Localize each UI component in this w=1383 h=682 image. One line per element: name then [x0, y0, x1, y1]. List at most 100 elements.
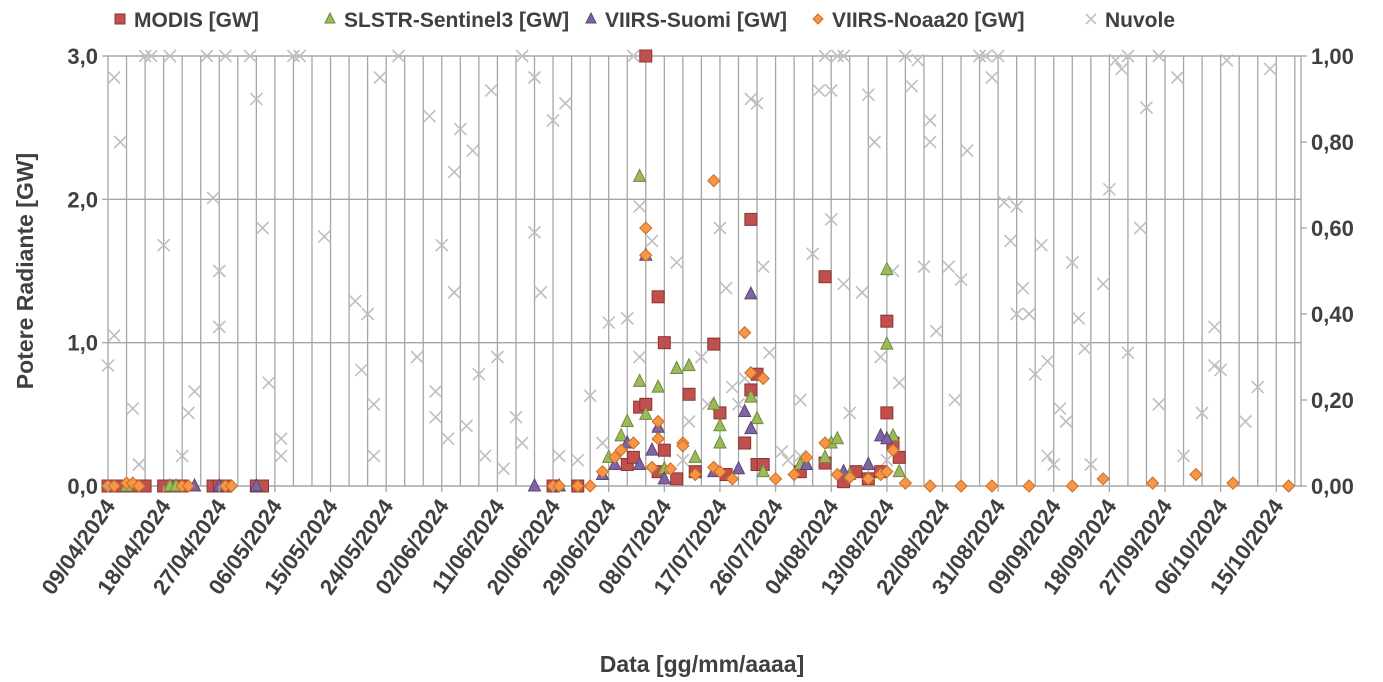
data-point-noaa20	[651, 414, 665, 429]
data-point-nuvole	[447, 285, 461, 300]
data-point-nuvole	[1121, 346, 1135, 360]
data-point-nuvole	[113, 135, 127, 149]
data-point-nuvole	[429, 384, 443, 398]
data-point-nuvole	[459, 419, 474, 433]
data-point-noaa20	[830, 467, 845, 482]
data-point-nuvole	[694, 350, 708, 364]
data-point-noaa20	[688, 467, 702, 482]
data-point-noaa20	[787, 467, 801, 482]
data-point-modis	[818, 270, 832, 284]
data-point-noaa20	[898, 476, 913, 490]
data-point-nuvole	[466, 144, 480, 158]
data-point-slstr	[638, 406, 653, 420]
data-point-nuvole	[262, 376, 276, 390]
data-point-noaa20	[639, 248, 653, 262]
data-point-nuvole	[583, 389, 597, 403]
data-point-nuvole	[923, 135, 937, 149]
data-point-noaa20	[1189, 467, 1203, 482]
data-point-noaa20	[737, 325, 752, 340]
data-point-nuvole	[132, 457, 146, 472]
data-point-noaa20	[861, 472, 876, 486]
data-point-nuvole	[781, 453, 795, 467]
data-point-nuvole	[837, 277, 851, 291]
data-point-nuvole	[218, 49, 233, 63]
grid	[108, 55, 1301, 487]
data-point-nuvole	[472, 367, 486, 381]
data-point-nuvole	[515, 436, 529, 450]
data-point-nuvole	[1022, 307, 1036, 321]
data-point-nuvole	[212, 320, 226, 334]
data-point-nuvole	[484, 83, 498, 97]
data-point-nuvole	[682, 414, 696, 429]
data-point-nuvole	[830, 49, 844, 63]
data-point-nuvole	[725, 380, 739, 394]
data-point-modis	[880, 314, 894, 328]
data-point-nuvole	[602, 316, 616, 330]
data-point-noaa20	[799, 450, 814, 465]
data-point-nuvole	[985, 70, 999, 85]
data-point-noaa20	[886, 443, 900, 457]
y-right-tick-label: 0,40	[1311, 302, 1354, 327]
data-point-nuvole	[391, 49, 406, 63]
data-point-nuvole	[843, 406, 857, 420]
data-point-nuvole	[527, 225, 542, 239]
data-point-nuvole	[719, 281, 733, 295]
data-point-nuvole	[1176, 449, 1191, 463]
data-point-nuvole	[515, 49, 529, 63]
data-point-suomi	[731, 460, 746, 475]
data-point-nuvole	[447, 165, 461, 179]
data-point-slstr	[614, 427, 628, 442]
data-point-modis	[639, 49, 653, 63]
data-point-slstr	[830, 430, 845, 445]
data-point-nuvole	[633, 350, 647, 364]
data-point-suomi	[249, 477, 264, 492]
data-point-noaa20	[181, 479, 196, 493]
data-point-slstr	[651, 378, 665, 393]
data-point-nuvole	[453, 122, 467, 136]
data-point-noaa20	[725, 472, 740, 486]
data-point-nuvole	[1040, 354, 1055, 368]
data-point-nuvole	[478, 449, 492, 463]
data-point-nuvole	[558, 96, 572, 110]
data-point-slstr	[713, 434, 727, 449]
data-point-nuvole	[1263, 62, 1277, 76]
data-point-nuvole	[1078, 341, 1092, 355]
data-point-nuvole	[905, 79, 919, 93]
data-point-nuvole	[670, 255, 684, 269]
data-point-suomi	[861, 456, 876, 470]
data-point-nuvole	[1195, 406, 1209, 420]
y-left-tick-label: 3,0	[67, 44, 98, 69]
data-point-nuvole	[973, 49, 987, 63]
data-point-nuvole	[775, 445, 789, 459]
data-point-nuvole	[157, 238, 171, 252]
data-point-nuvole	[163, 49, 177, 63]
series-modis	[101, 49, 906, 493]
data-point-nuvole	[497, 462, 511, 476]
data-point-nuvole	[861, 88, 875, 102]
data-point-noaa20	[639, 221, 653, 235]
data-point-noaa20	[132, 479, 146, 493]
data-point-modis	[880, 406, 894, 420]
data-point-nuvole	[923, 113, 937, 128]
data-point-noaa20	[1065, 479, 1079, 493]
data-point-nuvole	[1220, 53, 1234, 67]
data-point-noaa20	[552, 479, 566, 493]
data-point-nuvole	[1115, 62, 1129, 76]
data-point-slstr	[880, 261, 894, 276]
data-point-slstr	[744, 389, 758, 403]
data-point-nuvole	[824, 212, 838, 226]
data-point-nuvole	[206, 191, 220, 205]
data-point-nuvole	[348, 294, 362, 308]
data-point-nuvole	[954, 273, 968, 287]
data-point-nuvole	[633, 199, 647, 214]
data-point-slstr	[892, 463, 907, 478]
data-point-slstr	[750, 410, 764, 425]
data-point-noaa20	[645, 460, 659, 475]
y-left-tick-label: 1,0	[67, 331, 98, 356]
data-point-noaa20	[1096, 472, 1110, 486]
data-point-nuvole	[181, 406, 195, 420]
data-point-nuvole	[1059, 414, 1073, 429]
data-point-nuvole	[187, 384, 202, 398]
data-point-nuvole	[354, 363, 369, 377]
